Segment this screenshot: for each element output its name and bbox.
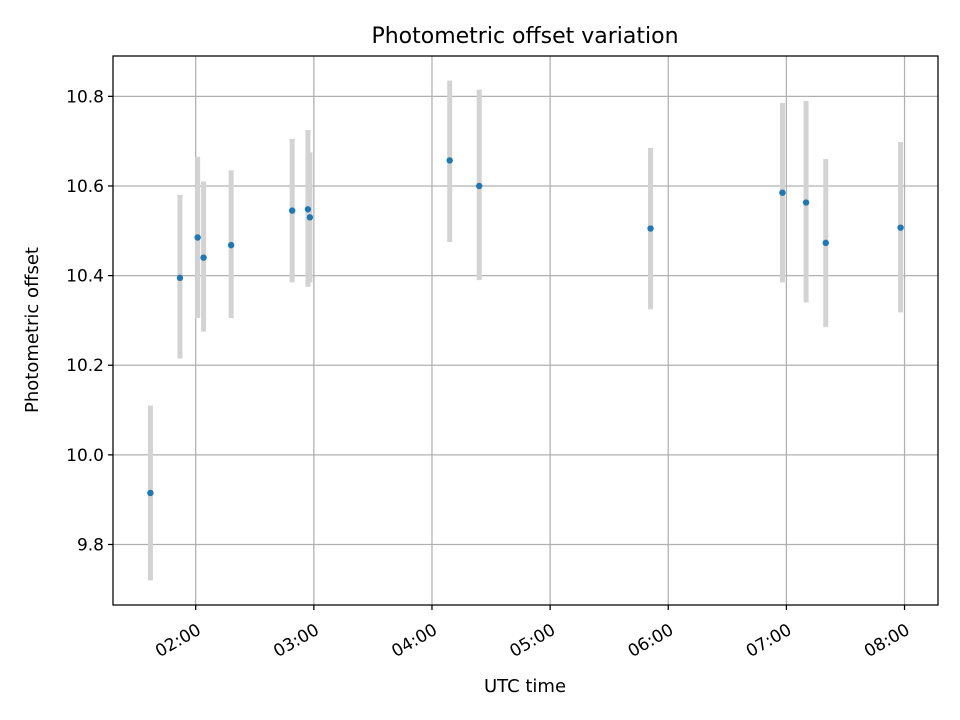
grid [113,56,938,605]
plot-area [113,56,938,605]
data-point [306,214,314,221]
data-point [647,225,654,232]
y-axis-ticks: 9.8 10.0 10.2 10.4 10.6 10.8 [66,87,113,555]
data-point [897,224,904,231]
data-point [802,199,810,206]
data-point [227,241,235,249]
y-tick-label: 10.6 [66,177,104,197]
y-tick-label: 10.0 [66,446,104,466]
axes-frame [112,55,939,606]
data-point [176,274,184,282]
data-point [288,207,296,214]
data-point [147,489,154,497]
data-point [476,182,483,190]
data-point [822,239,829,247]
data-point [446,157,453,164]
x-axis-label: UTC time [484,676,566,697]
y-tick-label: 9.8 [77,535,104,555]
y-tick-label: 10.8 [66,87,104,107]
data-point [194,234,201,241]
data-point [779,189,786,196]
y-axis-label: Photometric offset [22,247,43,413]
chart-title: Photometric offset variation [371,24,678,49]
y-tick-label: 10.4 [66,267,104,287]
y-tick-label: 10.2 [66,356,104,376]
data-point [304,206,312,213]
data-point [200,254,207,261]
data-points [147,157,904,497]
